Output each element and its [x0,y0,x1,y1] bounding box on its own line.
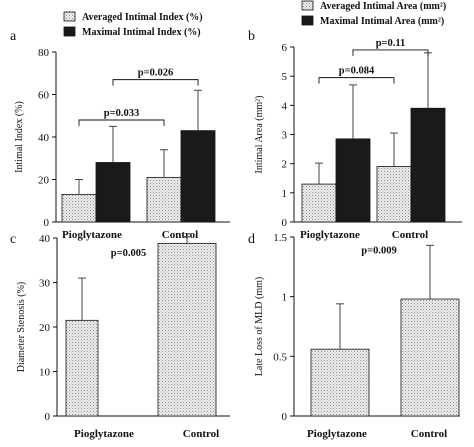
y-tick-label: 40 [38,132,50,144]
y-axis-title: Intimal Area (mm²) [254,96,265,174]
x-tick-label: Pioglytazone [300,229,360,241]
y-tick-label: 1.5 [273,232,287,244]
panel-letter: d [248,232,255,247]
y-axis-title: Intimal Index (%) [14,101,25,173]
significance-bracket [112,79,199,86]
x-tick-label: Control [411,428,447,440]
p-value-label: p=0.026 [138,68,173,79]
legend-swatch [301,15,314,26]
y-tick-label: 30 [39,278,51,290]
y-tick-label: 3 [282,130,288,142]
y-tick-label: 20 [38,175,50,187]
p-value-label: p=0.009 [361,246,396,257]
y-tick-label: 80 [38,47,50,59]
y-tick-label: 10 [39,367,51,379]
y-tick-label: 0 [45,411,51,423]
legend-swatch [63,11,76,22]
y-tick-label: 40 [39,233,51,245]
p-value-label: p=0.084 [339,66,375,77]
bar [410,107,446,223]
panel-letter: b [248,29,255,44]
y-axis-title: Diameter Stenosis (%) [16,282,27,373]
bar [65,319,99,417]
legend-swatch [63,26,76,37]
y-tick-label: 0 [282,217,288,229]
panel-letter: c [10,232,16,247]
x-tick-label: Pioglytazone [307,428,367,440]
y-tick-label: 5 [282,71,288,83]
x-tick-label: Pioglytazone [74,428,134,440]
significance-bracket [318,77,395,84]
bar [376,166,412,223]
y-tick-label: 4 [282,100,288,112]
bar [157,242,217,417]
bar [61,193,97,223]
bar [180,130,216,223]
legend-swatch [301,0,314,11]
legend-label: Averaged Intimal Index (%) [82,12,203,23]
y-tick-label: 1 [282,188,288,200]
y-tick-label: 2 [282,159,288,171]
significance-bracket [78,119,165,126]
y-tick-label: 20 [39,322,51,334]
x-tick-label: Pioglytazone [62,229,122,241]
y-tick-label: 60 [38,90,50,102]
panel-letter: a [10,29,17,44]
y-tick-label: 0 [282,411,288,423]
bar [95,162,131,223]
bar [146,176,182,223]
bar [301,183,337,223]
p-value-label: p=0.033 [104,108,139,119]
y-tick-label: 0.5 [273,351,287,363]
y-tick-label: 1 [282,292,288,304]
legend-label: Averaged Intimal Area (mm²) [320,1,446,12]
p-value-label: p=0.11 [376,38,406,49]
y-tick-label: 6 [282,42,288,54]
y-axis-title: Late Loss of MLD (mm) [254,277,265,376]
bar [310,348,370,417]
legend-label: Maximal Intimal Index (%) [82,27,201,38]
y-tick-label: 0 [44,217,50,229]
bar [335,138,371,223]
x-tick-label: Control [392,229,428,241]
p-value-label: p=0.005 [111,248,146,259]
significance-bracket [352,49,429,56]
bar [400,298,460,417]
x-tick-label: Control [162,229,198,241]
x-tick-label: Control [183,428,219,440]
legend-label: Maximal Intimal Area (mm²) [320,16,444,27]
